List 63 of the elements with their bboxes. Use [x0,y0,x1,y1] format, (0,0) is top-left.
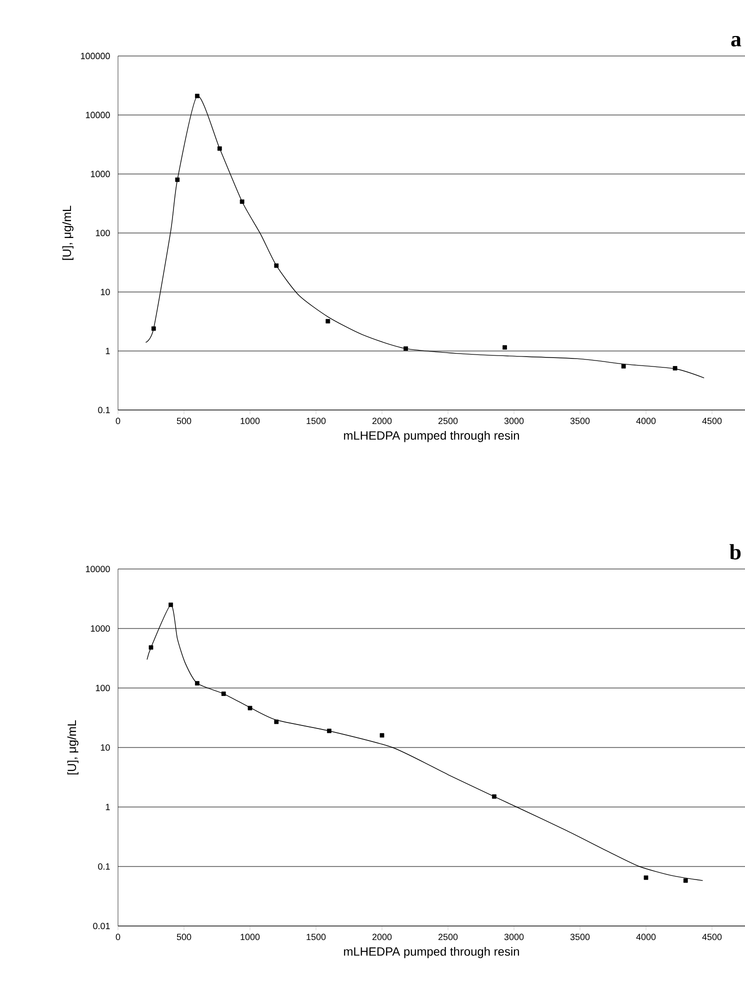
y-tick-label: 0.1 [98,863,110,870]
x-tick-label: 1000 [240,934,260,940]
point [217,146,222,151]
point [621,364,626,369]
y-axis-title: [U], μg/mL [62,206,74,260]
x-axis-title: mLHEDPA pumped through resin [344,946,519,958]
point [194,94,200,98]
point [194,681,200,686]
x-tick-label: 3500 [570,418,590,424]
y-tick-label: 1000 [90,170,110,178]
point [683,878,688,883]
x-tick-label: 2000 [372,934,392,940]
x-axis-title: mLHEDPA pumped through resin [344,430,519,442]
point [274,263,278,268]
point [221,692,226,696]
point [326,319,330,324]
point [168,602,173,608]
x-tick-label: 0 [116,934,120,940]
point [492,794,496,799]
y-tick-label: 1000 [90,625,110,632]
y-tick-label: 1 [106,804,110,810]
x-tick-label: 500 [176,418,192,424]
chart-title: a [731,36,742,46]
y-tick-label: 10000 [86,112,110,118]
y-tick-label: 1 [106,348,110,354]
y-tick-label: 10 [100,288,110,296]
point [326,728,332,734]
x-tick-label: 4500 [702,418,722,424]
x-tick-label: 3000 [504,418,524,424]
x-tick-label: 1500 [306,418,326,424]
point [175,178,180,182]
y-axis-title: [U], μg/mL [67,720,78,774]
line-series [146,604,703,881]
x-tick-label: 1500 [306,934,326,940]
point [151,326,156,331]
x-tick-label: 2500 [438,418,458,424]
y-tick-label: 100000 [80,52,110,60]
point [240,199,244,204]
y-tick-label: 0.01 [92,922,110,930]
x-tick-label: 2500 [438,934,458,940]
point [274,720,278,724]
x-tick-label: 500 [176,934,192,940]
x-tick-label: 4000 [636,418,656,424]
x-tick-label: 3500 [570,934,590,940]
y-tick-label: 100 [96,684,110,692]
point [502,345,507,350]
x-tick-label: 4500 [702,934,722,940]
y-tick-label: 100 [96,230,110,236]
point [248,706,252,710]
point [403,346,408,351]
point [672,366,678,370]
point [644,875,648,880]
x-tick-label: 4000 [636,934,656,940]
x-tick-label: 0 [116,418,120,424]
point [148,645,154,650]
x-tick-label: 1000 [240,418,260,424]
x-tick-label: 2000 [372,418,392,424]
y-tick-label: 0.1 [98,406,110,414]
y-tick-label: 10000 [86,566,110,572]
x-tick-label: 3000 [504,934,524,940]
chart-title: b [729,544,740,560]
point [380,733,384,738]
y-tick-label: 10 [100,744,110,751]
